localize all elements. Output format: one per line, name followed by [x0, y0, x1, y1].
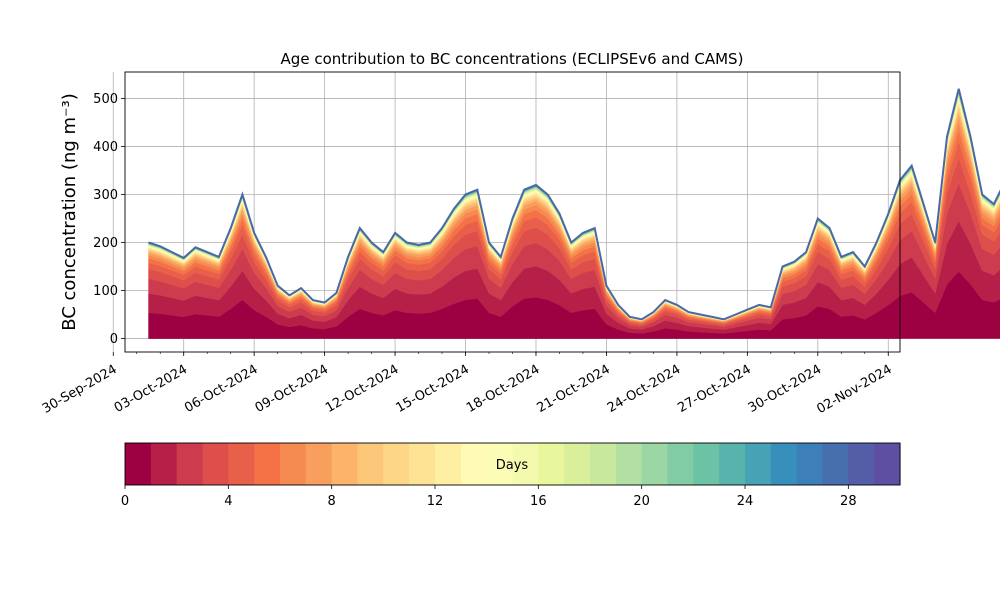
- colorbar-swatch: [254, 443, 281, 485]
- colorbar-swatch: [435, 443, 462, 485]
- colorbar-label: Days: [496, 458, 529, 473]
- y-tick-label: 500: [93, 92, 118, 107]
- x-tick-label: 02-Nov-2024: [814, 362, 894, 417]
- colorbar-swatch: [538, 443, 565, 485]
- colorbar-swatch: [280, 443, 307, 485]
- x-tick-label: 18-Oct-2024: [464, 362, 542, 416]
- colorbar-swatch: [641, 443, 669, 485]
- colorbar-tick-label: 16: [530, 494, 547, 509]
- colorbar-tick-label: 0: [121, 494, 129, 509]
- x-tick-label: 03-Oct-2024: [112, 362, 190, 416]
- y-tick-label: 100: [93, 284, 118, 299]
- colorbar-swatch: [486, 443, 514, 485]
- colorbar-swatch: [693, 443, 720, 485]
- colorbar-swatch: [409, 443, 436, 485]
- colorbar-swatch: [331, 443, 359, 485]
- colorbar-tick-label: 20: [633, 494, 650, 509]
- colorbar: 0 4 8 12 16 20 24 28: [121, 442, 901, 509]
- colorbar-swatch: [590, 443, 617, 485]
- colorbar-swatch: [305, 443, 333, 485]
- age-stacked-areas: [148, 88, 1000, 339]
- colorbar-swatch: [770, 443, 798, 485]
- colorbar-swatch: [796, 443, 824, 485]
- colorbar-swatch: [202, 443, 229, 485]
- x-tick-label: 30-Sep-2024: [40, 362, 120, 417]
- x-tick-label: 30-Oct-2024: [746, 362, 824, 416]
- colorbar-swatch: [176, 443, 204, 485]
- colorbar-swatch: [822, 443, 849, 485]
- x-tick-label: 09-Oct-2024: [253, 362, 331, 416]
- colorbar-swatch: [719, 443, 746, 485]
- x-tick-label: 12-Oct-2024: [323, 362, 401, 416]
- y-tick-label: 0: [110, 332, 118, 347]
- colorbar-tick-label: 28: [840, 494, 857, 509]
- colorbar-swatch: [125, 443, 152, 485]
- x-tick-label: 21-Oct-2024: [534, 362, 612, 416]
- colorbar-swatch: [150, 443, 178, 485]
- colorbar-tick-label: 24: [737, 494, 754, 509]
- y-tick-label: 200: [93, 236, 118, 251]
- colorbar-tick-label: 4: [224, 494, 232, 509]
- colorbar-swatch: [745, 443, 772, 485]
- y-tick-label: 400: [93, 140, 118, 155]
- x-tick-label: 27-Oct-2024: [675, 362, 753, 416]
- plot-frame: [124, 71, 901, 353]
- colorbar-swatch: [357, 443, 384, 485]
- total-line: [148, 88, 1000, 321]
- colorbar-swatch: [615, 443, 643, 485]
- x-tick-label: 24-Oct-2024: [605, 362, 683, 416]
- x-tick-label: 15-Oct-2024: [394, 362, 472, 416]
- colorbar-tick-label: 12: [427, 494, 444, 509]
- y-tick-label: 300: [93, 188, 118, 203]
- colorbar-frame: [124, 442, 901, 486]
- colorbar-swatch: [512, 443, 539, 485]
- colorbar-swatch: [848, 443, 875, 485]
- colorbar-swatch: [383, 443, 410, 485]
- colorbar-swatch: [874, 443, 901, 485]
- colorbar-swatch: [564, 443, 591, 485]
- x-tick-label: 06-Oct-2024: [182, 362, 260, 416]
- colorbar-swatch: [228, 443, 255, 485]
- colorbar-swatch: [460, 443, 488, 485]
- y-axis-label: BC concentration (ng m⁻³): [59, 93, 80, 331]
- colorbar-swatch: [667, 443, 694, 485]
- colorbar-tick-label: 8: [328, 494, 336, 509]
- chart-title: Age contribution to BC concentrations (E…: [281, 50, 744, 68]
